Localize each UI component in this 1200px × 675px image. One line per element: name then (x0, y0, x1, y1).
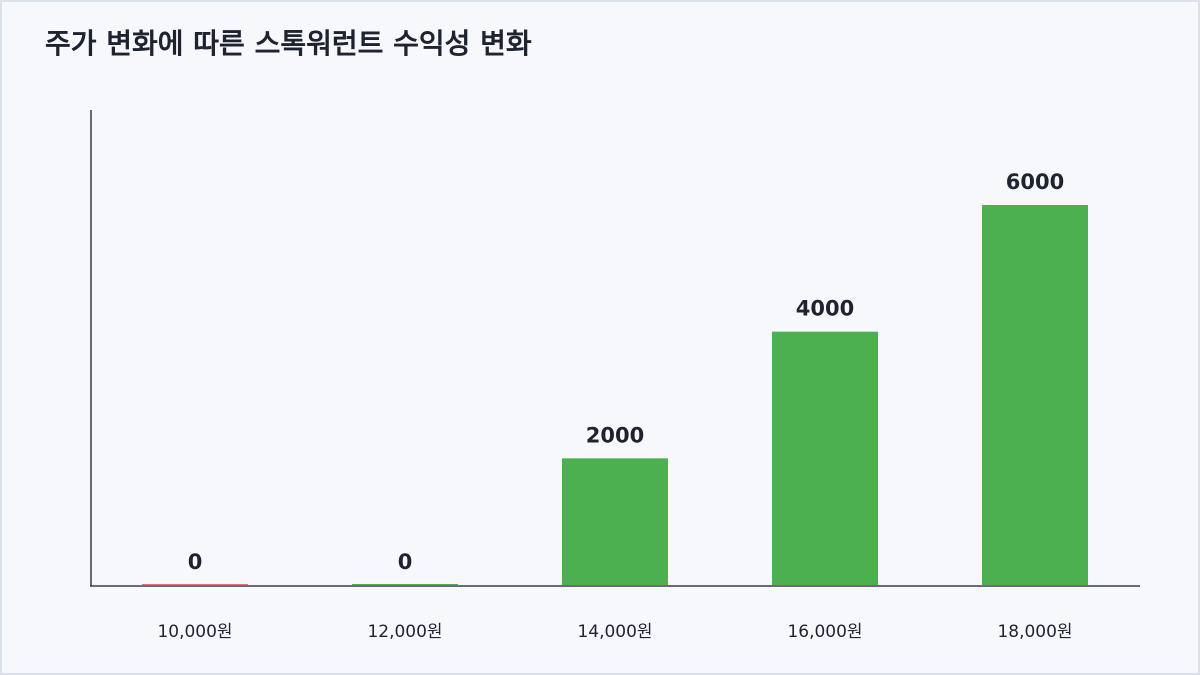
x-tick-label: 12,000원 (367, 622, 442, 642)
x-tick-label: 18,000원 (997, 622, 1072, 642)
x-tick-label: 14,000원 (577, 622, 652, 642)
bar (982, 205, 1088, 585)
data-label: 0 (188, 550, 203, 574)
x-tick-label: 10,000원 (157, 622, 232, 642)
bar (142, 584, 248, 585)
data-label: 6000 (1006, 170, 1064, 194)
data-label: 0 (398, 550, 413, 574)
x-tick-label: 16,000원 (787, 622, 862, 642)
bar (562, 458, 668, 585)
bar (772, 331, 878, 585)
chart-title: 주가 변화에 따른 스톡워런트 수익성 변화 (45, 27, 532, 60)
data-label: 2000 (586, 423, 644, 447)
bar (352, 584, 458, 585)
data-label: 4000 (796, 297, 854, 321)
